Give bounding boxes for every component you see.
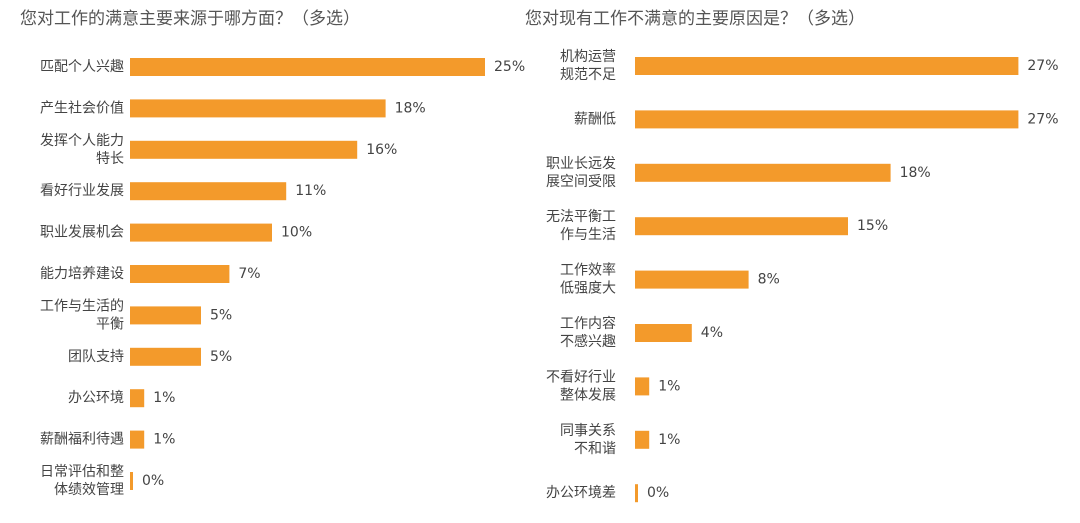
value-label: 1% <box>153 390 175 406</box>
bar <box>635 377 650 396</box>
chart-title: 您对工作的满意主要来源于哪方面？（多选） <box>20 9 360 29</box>
bar <box>635 484 638 503</box>
category-label: 产生社会价值 <box>40 100 124 116</box>
category-label: 薪酬福利待遇 <box>40 432 124 448</box>
category-label: 办公环境 <box>68 390 124 406</box>
category-label: 薪酬低 <box>574 111 616 127</box>
value-label: 5% <box>210 349 232 365</box>
category-label: 匹配个人兴趣 <box>40 59 124 75</box>
category-label: 团队支持 <box>68 349 124 365</box>
value-label: 11% <box>295 183 326 199</box>
category-label: 机构运营规范不足 <box>560 49 616 83</box>
category-label: 工作内容不感兴趣 <box>560 315 616 350</box>
bar <box>635 324 692 342</box>
value-label: 1% <box>658 378 680 394</box>
category-label: 职业发展机会 <box>40 225 124 241</box>
category-label: 看好行业发展 <box>40 183 124 199</box>
value-label: 25% <box>494 59 525 75</box>
chart-title: 您对现有工作不满意的主要原因是？（多选） <box>525 9 865 29</box>
value-label: 10% <box>281 225 312 241</box>
bar <box>130 182 287 201</box>
bar <box>130 58 485 76</box>
value-label: 4% <box>701 325 723 341</box>
bar <box>635 430 650 449</box>
bar <box>130 347 201 366</box>
category-label: 能力培养建设 <box>40 266 124 282</box>
bar <box>130 140 358 159</box>
bar <box>130 389 145 408</box>
value-label: 0% <box>142 473 164 489</box>
category-label: 同事关系不和谐 <box>560 423 616 457</box>
bar <box>635 163 891 182</box>
bar <box>130 99 386 118</box>
bar <box>635 217 848 236</box>
category-label: 工作效率低强度大 <box>560 262 616 297</box>
category-label: 不看好行业整体发展 <box>546 369 616 403</box>
value-label: 1% <box>658 432 680 448</box>
value-label: 18% <box>900 165 931 181</box>
value-label: 27% <box>1027 111 1058 127</box>
bar <box>130 430 145 449</box>
value-label: 5% <box>210 307 232 323</box>
bar <box>635 57 1019 75</box>
bar <box>635 270 749 289</box>
value-label: 15% <box>857 218 888 234</box>
value-label: 1% <box>153 432 175 448</box>
value-label: 18% <box>395 100 426 116</box>
category-label: 无法平衡工作与生活 <box>546 209 616 243</box>
bar <box>130 265 230 283</box>
value-label: 7% <box>238 266 260 282</box>
value-label: 27% <box>1027 58 1058 74</box>
category-label: 工作与生活的平衡 <box>40 298 124 332</box>
bar <box>130 472 133 490</box>
category-label: 发挥个人能力特长 <box>40 133 124 167</box>
bar <box>130 306 201 325</box>
value-label: 0% <box>647 485 669 501</box>
bar <box>130 223 272 242</box>
category-label: 日常评估和整体绩效管理 <box>40 464 124 498</box>
value-label: 8% <box>758 272 780 288</box>
category-label: 办公环境差 <box>546 485 616 501</box>
category-label: 职业长远发展空间受限 <box>546 156 616 190</box>
bar <box>635 110 1019 129</box>
value-label: 16% <box>366 142 397 158</box>
